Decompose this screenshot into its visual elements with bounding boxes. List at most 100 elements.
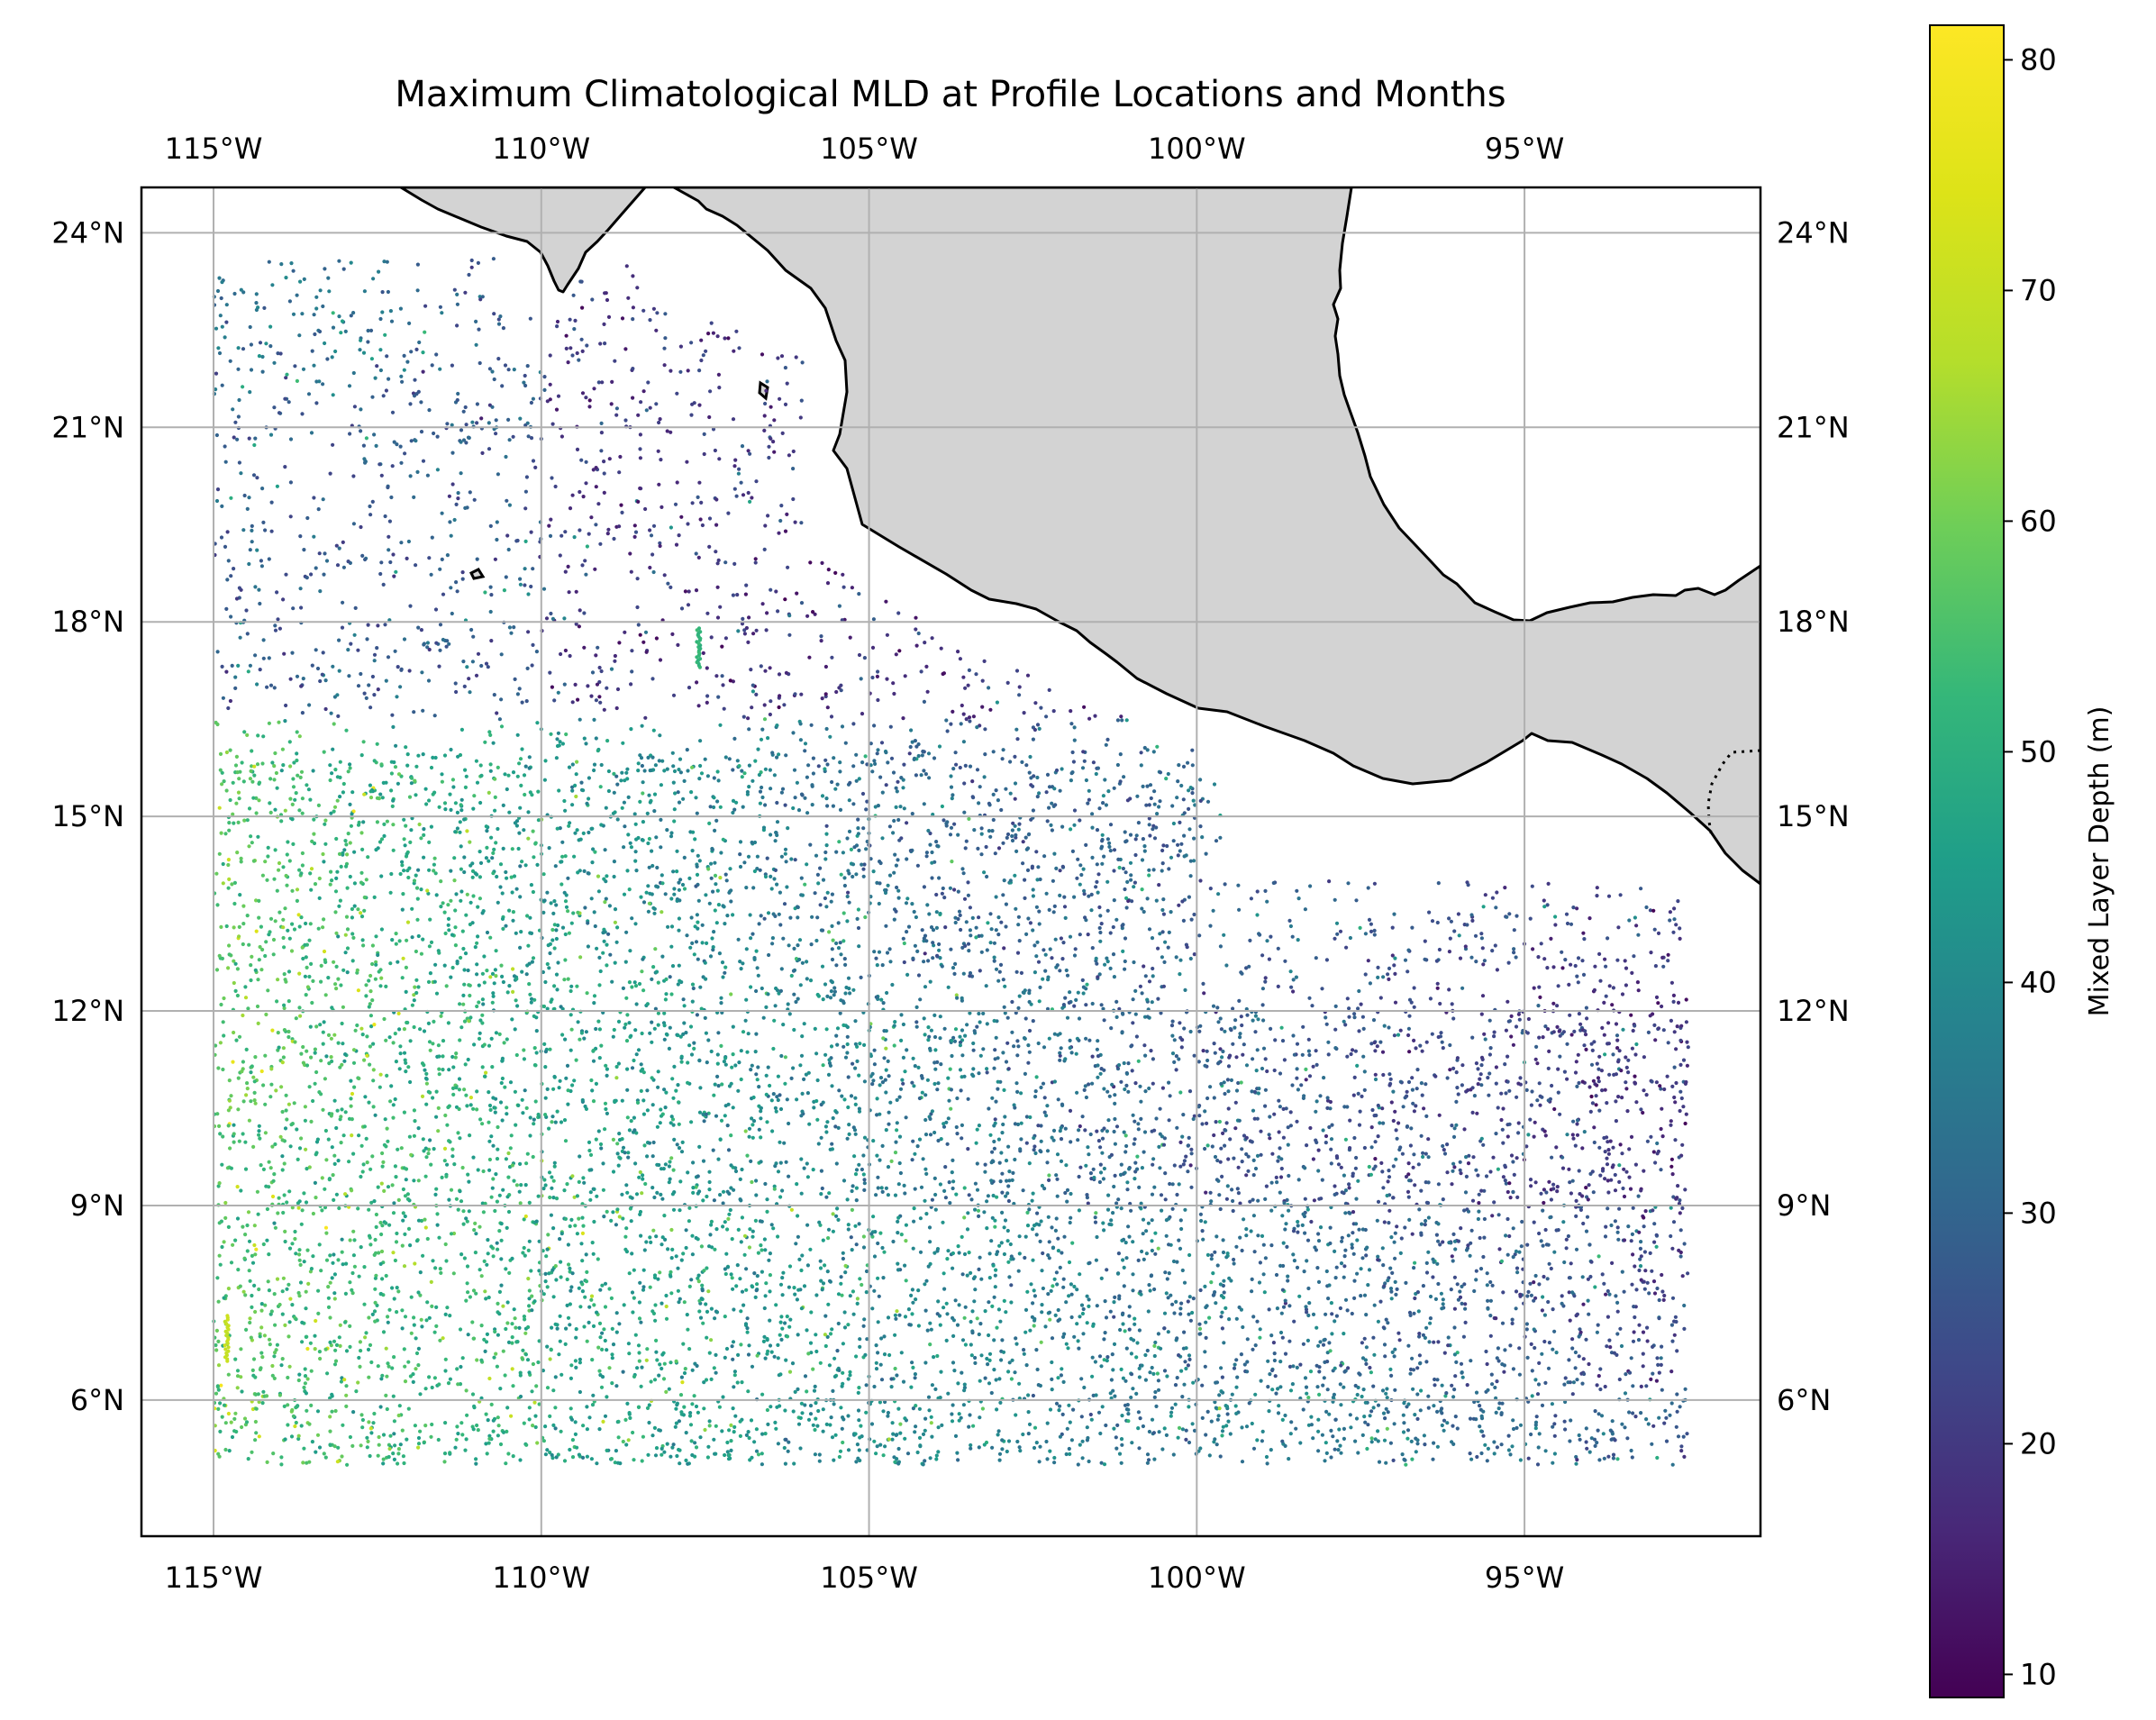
profile-point [940, 804, 944, 809]
profile-point [1550, 1083, 1554, 1088]
profile-point [1028, 921, 1033, 925]
profile-point [545, 1344, 550, 1349]
profile-point [998, 1319, 1003, 1324]
profile-point [1109, 1026, 1114, 1031]
profile-point [1068, 934, 1073, 939]
profile-point [636, 1048, 641, 1052]
profile-point [341, 540, 345, 545]
profile-point [585, 1339, 589, 1343]
profile-point [923, 1416, 928, 1421]
profile-point [1361, 1026, 1366, 1031]
profile-point [1119, 1079, 1123, 1084]
profile-point [946, 1391, 951, 1396]
profile-point [593, 850, 597, 854]
profile-point [530, 1308, 534, 1313]
profile-point [1251, 1214, 1256, 1218]
profile-point [1292, 1319, 1296, 1324]
profile-point [1392, 1033, 1396, 1038]
profile-point [1184, 1437, 1188, 1442]
profile-point [1182, 833, 1187, 838]
profile-point [482, 1259, 487, 1263]
profile-point [505, 1106, 509, 1110]
profile-point [1337, 1427, 1342, 1432]
profile-point [1189, 917, 1194, 922]
profile-point [1577, 1169, 1581, 1173]
profile-point [1398, 1145, 1403, 1150]
profile-point [1621, 1186, 1625, 1191]
profile-point [1201, 981, 1205, 986]
profile-point [1570, 1346, 1575, 1351]
profile-point [1082, 759, 1087, 763]
profile-point [428, 1048, 432, 1052]
profile-point [830, 957, 835, 962]
profile-point [1023, 835, 1028, 840]
profile-point [1026, 1060, 1031, 1065]
profile-point [1638, 1264, 1643, 1269]
profile-point [404, 1069, 408, 1074]
profile-point [894, 863, 899, 868]
profile-point [378, 348, 383, 352]
profile-point [646, 755, 650, 760]
profile-point [879, 1336, 884, 1341]
profile-point [257, 587, 261, 592]
profile-point [640, 1459, 644, 1463]
profile-point [226, 705, 231, 711]
profile-point [490, 1065, 495, 1069]
profile-point [523, 583, 527, 587]
profile-point [631, 396, 635, 400]
profile-point [1123, 1133, 1128, 1138]
profile-point [1033, 1425, 1038, 1430]
profile-point [1126, 1061, 1131, 1066]
profile-point [823, 664, 829, 669]
profile-point [913, 1430, 917, 1434]
profile-point [1178, 1090, 1183, 1095]
profile-point [1568, 1439, 1572, 1443]
profile-point [1511, 1255, 1515, 1260]
profile-point [1584, 1426, 1588, 1431]
profile-point [1387, 1169, 1391, 1173]
profile-point [342, 1059, 347, 1063]
profile-point [1364, 1361, 1369, 1366]
profile-point [533, 1099, 538, 1104]
profile-point [1421, 1154, 1425, 1160]
profile-point [707, 516, 713, 521]
profile-point [509, 631, 514, 635]
profile-point [783, 597, 787, 602]
profile-point [341, 1262, 345, 1267]
profile-point [738, 840, 743, 844]
profile-point [1019, 970, 1023, 975]
profile-point [872, 1048, 877, 1052]
profile-point [1295, 1042, 1300, 1046]
profile-point [1585, 1215, 1590, 1219]
profile-point [679, 1375, 685, 1379]
profile-point [813, 1026, 817, 1031]
profile-point [438, 1267, 442, 1271]
profile-point [1643, 1209, 1648, 1214]
profile-point [373, 1113, 378, 1117]
profile-point [715, 561, 720, 566]
profile-point [245, 914, 250, 918]
profile-point [1220, 1429, 1225, 1433]
profile-point [1091, 1167, 1096, 1171]
profile-point [747, 763, 752, 768]
profile-point [367, 1315, 371, 1320]
profile-point [1577, 1354, 1581, 1359]
profile-point [1133, 1316, 1137, 1321]
profile-point [694, 796, 698, 800]
profile-point [850, 1207, 855, 1212]
profile-point [973, 1207, 978, 1212]
profile-point [696, 957, 700, 961]
profile-point [1021, 1188, 1025, 1193]
profile-point [1102, 1087, 1106, 1091]
profile-point [709, 1338, 714, 1342]
profile-point [1224, 963, 1229, 968]
profile-point [841, 1370, 845, 1375]
profile-point [905, 1048, 909, 1052]
profile-point [403, 843, 407, 848]
profile-point [731, 1287, 735, 1291]
profile-point [379, 1249, 385, 1254]
profile-point [811, 1168, 815, 1172]
profile-point [654, 835, 659, 840]
profile-point [399, 460, 404, 465]
profile-point [930, 1197, 934, 1202]
